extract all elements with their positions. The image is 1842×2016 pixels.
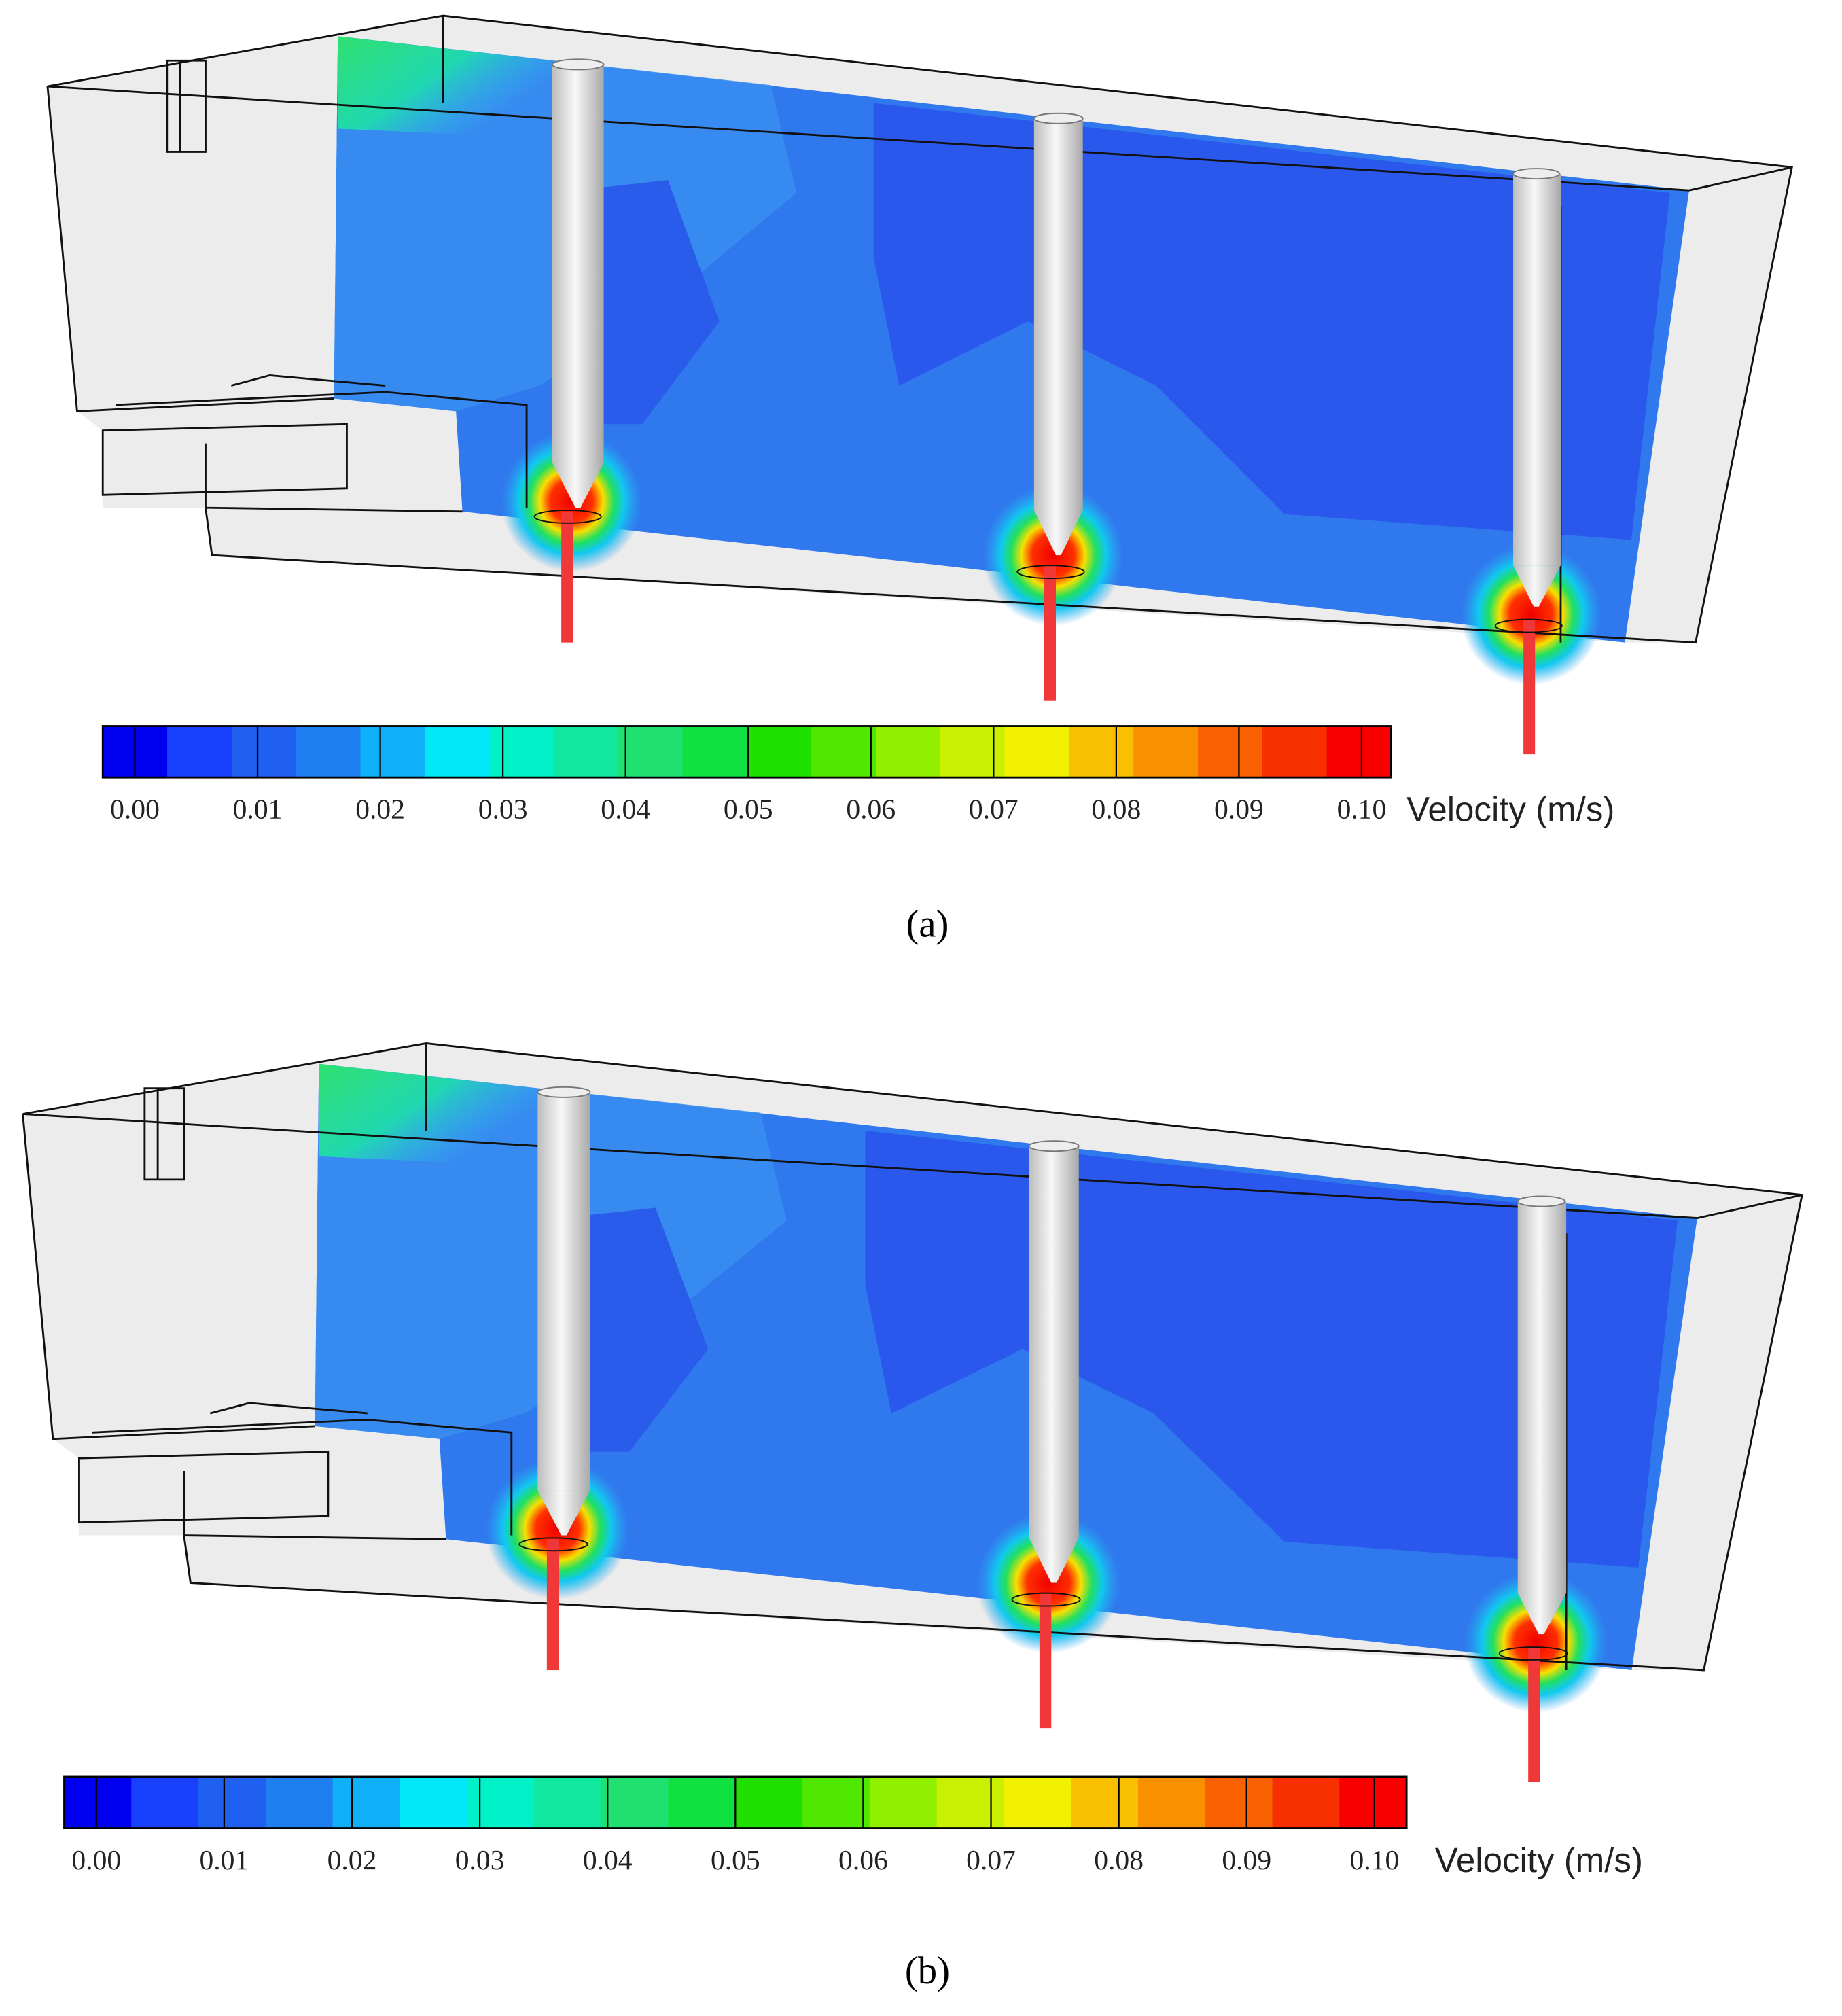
colorbar-segment — [231, 726, 297, 778]
panel-caption: (b) — [905, 1949, 950, 1992]
tick-label: 0.01 — [233, 794, 283, 825]
colorbar-label: Velocity (m/s) — [1435, 1841, 1643, 1879]
colorbar-segment — [1326, 726, 1392, 778]
contour-view — [22, 1042, 1803, 1783]
colorbar-segment — [1004, 726, 1069, 778]
tick-label: 0.04 — [601, 794, 650, 825]
colorbar-segment — [735, 1776, 803, 1828]
colorbar-segment — [1198, 726, 1263, 778]
colorbar-segment — [940, 726, 1006, 778]
colorbar-segment — [553, 726, 619, 778]
colorbar-segment — [1071, 1776, 1139, 1828]
panel-caption: (a) — [906, 902, 949, 945]
tick-label: 0.00 — [110, 794, 160, 825]
tick-label: 0.10 — [1337, 794, 1387, 825]
colorbar-segment — [360, 726, 425, 778]
contour-view — [46, 14, 1793, 756]
tick-label: 0.09 — [1222, 1844, 1271, 1875]
tick-label: 0.06 — [838, 1844, 888, 1875]
colorbar-segment — [1272, 1776, 1340, 1828]
colorbar-segment — [811, 726, 876, 778]
colorbar-segment — [198, 1776, 266, 1828]
colorbar-segment — [668, 1776, 736, 1828]
colorbar-segment — [1205, 1776, 1273, 1828]
colorbar-segment — [747, 726, 812, 778]
colorbar-segment — [1004, 1776, 1071, 1828]
colorbar-segment — [265, 1776, 334, 1828]
colorbar-label: Velocity (m/s) — [1406, 790, 1614, 829]
tick-label: 0.10 — [1349, 1844, 1399, 1875]
colorbar-segment — [296, 726, 361, 778]
colorbar-segment — [875, 726, 941, 778]
colorbar-segment — [1069, 726, 1134, 778]
colorbar-segment — [467, 1776, 535, 1828]
tick-label: 0.06 — [846, 794, 896, 825]
tick-label: 0.05 — [711, 1844, 760, 1875]
colorbar-segment — [1137, 1776, 1206, 1828]
tick-label: 0.03 — [478, 794, 528, 825]
colorbar-segment — [682, 726, 747, 778]
colorbar-segment — [332, 1776, 400, 1828]
colorbar-segment — [1339, 1776, 1407, 1828]
colorbar-segment — [131, 1776, 199, 1828]
colorbar-segment — [802, 1776, 870, 1828]
tick-label: 0.01 — [200, 1844, 249, 1875]
tick-label: 0.00 — [71, 1844, 121, 1875]
colorbar-frame — [101, 725, 1392, 779]
colorbar-segment — [64, 1776, 132, 1828]
tick-label: 0.05 — [724, 794, 773, 825]
colorbar-segment — [425, 726, 490, 778]
colorbar-segment — [1262, 726, 1328, 778]
colorbar-segment — [1133, 726, 1199, 778]
colorbar-segment — [533, 1776, 602, 1828]
colorbar-segment — [167, 726, 232, 778]
tick-label: 0.02 — [355, 794, 405, 825]
colorbar-segment — [869, 1776, 938, 1828]
colorbar-segment — [489, 726, 554, 778]
tick-label: 0.07 — [969, 794, 1019, 825]
tick-label: 0.07 — [966, 1844, 1016, 1875]
tick-label: 0.03 — [455, 1844, 505, 1875]
colorbar-segment — [601, 1776, 669, 1828]
tick-label: 0.08 — [1094, 1844, 1144, 1875]
tick-label: 0.08 — [1091, 794, 1141, 825]
colorbar-segment — [936, 1776, 1005, 1828]
colorbar-segment — [400, 1776, 467, 1828]
tick-label: 0.02 — [327, 1844, 377, 1875]
tick-label: 0.09 — [1214, 794, 1264, 825]
tick-label: 0.04 — [583, 1844, 633, 1875]
colorbar-segment — [618, 726, 684, 778]
